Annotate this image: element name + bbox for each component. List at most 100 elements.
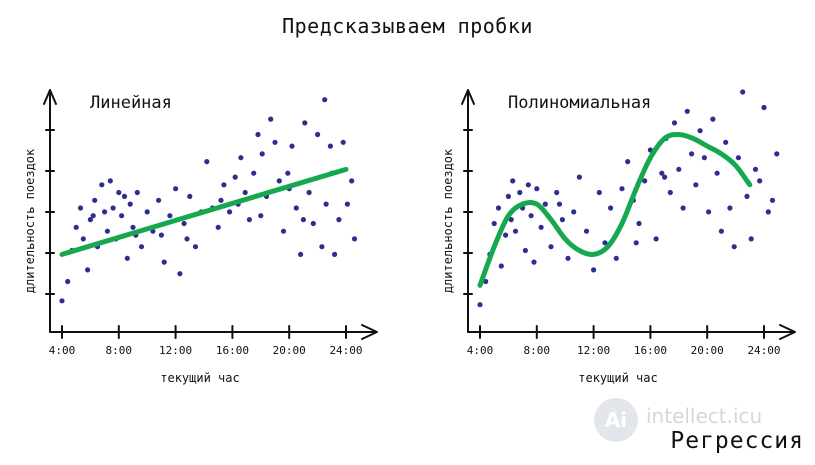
fit-line (59, 166, 349, 257)
data-point (306, 189, 312, 196)
data-point (596, 189, 602, 196)
data-point (534, 186, 540, 192)
data-point (80, 236, 86, 242)
data-point (714, 170, 720, 176)
data-point (124, 255, 130, 261)
data-point (302, 120, 308, 126)
data-point (554, 189, 560, 196)
data-point (697, 128, 703, 134)
chart-title: Полиномиальная (508, 93, 651, 113)
data-point (667, 189, 673, 196)
data-point (156, 197, 162, 203)
data-point (774, 151, 780, 157)
data-point (65, 278, 71, 285)
data-point (642, 178, 648, 184)
data-point (528, 213, 534, 219)
watermark: Ai intellect.icu Регрессия (586, 398, 814, 460)
data-point (576, 174, 583, 180)
data-point (710, 116, 716, 122)
data-point (525, 182, 531, 188)
data-point (285, 170, 291, 176)
data-point (218, 197, 224, 203)
data-point (340, 139, 346, 145)
data-point (332, 251, 338, 257)
data-point (293, 205, 299, 211)
data-point (723, 139, 729, 145)
data-point (512, 228, 519, 234)
x-tick-label: 12:00 (577, 344, 610, 357)
data-point (591, 267, 597, 273)
data-point (510, 178, 516, 184)
data-point (613, 255, 619, 261)
caption: Регрессия (670, 428, 804, 454)
data-point (765, 209, 771, 215)
data-point (130, 224, 136, 230)
data-point (653, 236, 659, 242)
x-tick-label: 4:00 (467, 344, 494, 357)
data-point (680, 205, 686, 211)
data-point (255, 131, 261, 138)
data-point (276, 178, 282, 184)
data-point (127, 201, 133, 207)
data-point (752, 166, 759, 172)
data-point (227, 209, 233, 215)
x-axis-arrow (361, 324, 378, 340)
data-point (538, 224, 544, 230)
watermark-text[interactable]: intellect.icu (646, 404, 763, 428)
y-axis-label: длительность поездок (23, 148, 37, 293)
chart-title: Линейная (90, 93, 172, 113)
data-point (85, 267, 91, 273)
data-point (757, 178, 763, 184)
data-point (548, 244, 554, 250)
data-point (246, 217, 252, 223)
data-point (517, 189, 523, 196)
data-point (508, 217, 514, 223)
data-point (107, 178, 113, 184)
data-point (298, 251, 304, 257)
data-point (167, 213, 173, 219)
data-point (505, 193, 511, 199)
y-axis-arrow (461, 89, 475, 105)
data-point (718, 228, 725, 234)
chart-1: 4:00 8:00 12:00 16:00 20:00 24:00 Линейная теку… (23, 89, 378, 385)
data-point (119, 213, 125, 219)
data-point (258, 213, 264, 219)
data-point (99, 182, 105, 188)
data-point (251, 170, 257, 176)
data-point (477, 302, 483, 308)
data-point (242, 189, 248, 196)
data-point (748, 236, 754, 242)
data-point (619, 186, 625, 192)
data-point (268, 116, 274, 122)
data-point (571, 209, 577, 215)
data-point (187, 193, 193, 199)
data-point (344, 201, 350, 207)
data-point (498, 263, 504, 269)
data-point (280, 228, 287, 234)
x-tick-label: 24:00 (329, 344, 362, 357)
data-point (735, 155, 742, 161)
y-axis-arrow (43, 89, 57, 105)
data-point (272, 139, 278, 145)
fit-curve (477, 131, 753, 288)
x-tick-label: 8:00 (106, 344, 133, 357)
x-tick-label: 8:00 (524, 344, 551, 357)
data-point (727, 205, 733, 211)
x-tick-label: 16:00 (216, 344, 249, 357)
data-point (110, 205, 116, 211)
data-point (349, 178, 355, 184)
data-point (102, 209, 108, 215)
data-point (144, 209, 150, 215)
data-point (559, 217, 566, 223)
data-point (184, 236, 190, 242)
data-point (744, 193, 750, 199)
data-point (327, 143, 333, 149)
data-point (289, 143, 295, 149)
x-axis-arrow (779, 324, 796, 340)
data-point (192, 244, 199, 250)
data-point (583, 228, 590, 234)
data-point (315, 131, 321, 138)
data-point (300, 217, 306, 223)
data-point (158, 232, 164, 238)
